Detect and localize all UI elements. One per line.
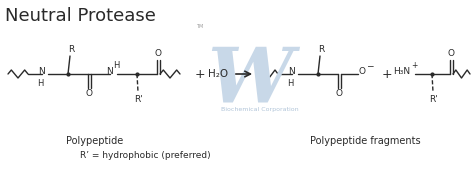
- Text: R': R': [429, 94, 438, 103]
- Text: H: H: [113, 61, 119, 69]
- Text: H₃N: H₃N: [393, 67, 410, 77]
- Text: R: R: [68, 45, 74, 54]
- Text: O: O: [447, 50, 455, 58]
- Text: H: H: [37, 78, 43, 88]
- Text: H₂O: H₂O: [208, 69, 228, 79]
- Text: TM: TM: [196, 25, 204, 30]
- Text: Biochemical Corporation: Biochemical Corporation: [221, 106, 299, 112]
- Text: Polypeptide: Polypeptide: [66, 136, 124, 146]
- Text: N: N: [38, 67, 46, 77]
- Text: O: O: [336, 90, 343, 99]
- Text: O: O: [358, 67, 365, 77]
- Text: R': R': [135, 94, 143, 103]
- Text: W: W: [207, 44, 293, 118]
- Text: −: −: [366, 62, 374, 70]
- Text: O: O: [85, 90, 92, 99]
- Text: Neutral Protease: Neutral Protease: [5, 7, 156, 25]
- Text: +: +: [195, 67, 205, 80]
- Text: N: N: [107, 67, 113, 77]
- Text: O: O: [155, 50, 162, 58]
- Text: Polypeptide fragments: Polypeptide fragments: [310, 136, 420, 146]
- Text: R’ = hydrophobic (preferred): R’ = hydrophobic (preferred): [80, 151, 210, 161]
- Text: +: +: [382, 67, 392, 80]
- Text: R: R: [318, 45, 324, 54]
- Text: H: H: [287, 78, 293, 88]
- Text: N: N: [289, 67, 295, 77]
- Text: +: +: [411, 61, 417, 69]
